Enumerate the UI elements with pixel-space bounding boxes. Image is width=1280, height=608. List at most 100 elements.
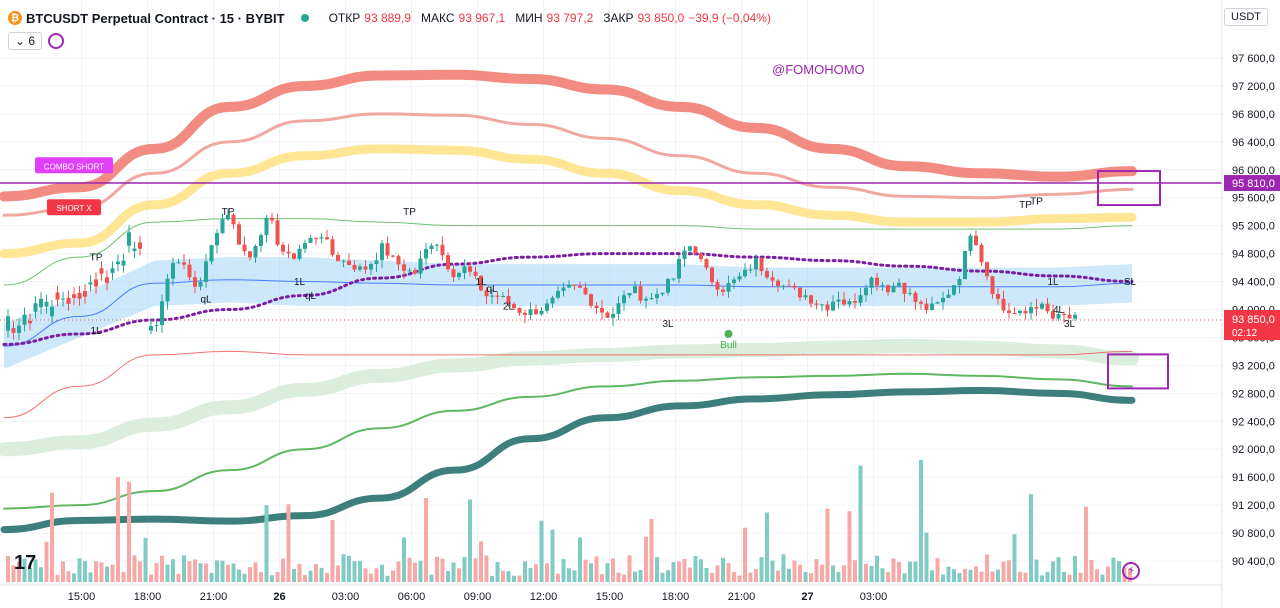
y-tick-label: 93 200,0 bbox=[1232, 360, 1275, 372]
candle-body bbox=[583, 287, 588, 295]
candle-body bbox=[132, 248, 137, 252]
volume-bar bbox=[633, 571, 637, 582]
candle-body bbox=[1001, 298, 1006, 311]
volume-bar bbox=[501, 570, 505, 582]
candle-body bbox=[963, 250, 967, 280]
candle-body bbox=[248, 251, 252, 258]
candle-body bbox=[429, 245, 434, 250]
indicator-toggle[interactable]: ⌄ 6 bbox=[8, 32, 65, 50]
candle-body bbox=[127, 232, 131, 246]
candle-body bbox=[1067, 314, 1072, 319]
candle-body bbox=[160, 301, 164, 326]
candle-body bbox=[121, 260, 126, 266]
volume-bar bbox=[968, 569, 973, 582]
signal-label-10: qL bbox=[305, 291, 317, 302]
volume-bar bbox=[490, 575, 494, 582]
volume-bar bbox=[457, 568, 461, 582]
volume-bar bbox=[869, 565, 874, 582]
price-line-label: 95 810,0 bbox=[1232, 178, 1275, 190]
candle-body bbox=[897, 282, 901, 286]
candle-body bbox=[149, 326, 153, 331]
volume-bar bbox=[825, 508, 830, 582]
volume-bar bbox=[385, 575, 390, 582]
candle-body bbox=[776, 280, 780, 286]
signal-label-6: TP bbox=[1030, 197, 1043, 208]
volume-bar bbox=[264, 505, 269, 582]
candle-body bbox=[94, 279, 98, 287]
volume-bar bbox=[418, 560, 423, 582]
volume-bar bbox=[468, 499, 472, 582]
volume-bar bbox=[682, 558, 687, 582]
volume-bar bbox=[352, 561, 357, 582]
volume-bar bbox=[215, 560, 219, 582]
candle-body bbox=[253, 246, 258, 258]
volume-bar bbox=[792, 560, 797, 582]
volume-bar bbox=[132, 555, 137, 582]
volume-bar bbox=[567, 568, 571, 582]
volume-bar bbox=[831, 565, 835, 582]
signal-label-5: TP bbox=[1019, 200, 1032, 211]
candle-body bbox=[1045, 303, 1050, 312]
sync-icon[interactable] bbox=[48, 33, 65, 49]
volume-bar bbox=[440, 558, 445, 582]
candle-body bbox=[979, 244, 984, 263]
candle-body bbox=[116, 261, 120, 265]
volume-bar bbox=[242, 573, 247, 582]
candle-body bbox=[418, 258, 423, 274]
volume-bar bbox=[556, 573, 560, 582]
volume-bar bbox=[957, 573, 962, 582]
symbol-title[interactable]: BTCUSDT Perpetual Contract · 15 · BYBIT bbox=[26, 10, 285, 26]
volume-bar bbox=[506, 571, 511, 582]
candle-body bbox=[556, 290, 560, 298]
candle-body bbox=[50, 306, 54, 317]
volume-bar bbox=[413, 562, 417, 582]
volume-bar bbox=[858, 465, 863, 582]
lightning-icon[interactable]: ⚡ bbox=[1122, 562, 1140, 580]
signal-label-17: 4L bbox=[1053, 305, 1065, 316]
candle-body bbox=[193, 277, 197, 287]
candle-body bbox=[336, 254, 340, 262]
candle-body bbox=[886, 285, 890, 293]
candle-body bbox=[545, 303, 549, 311]
volume-bar bbox=[765, 512, 769, 582]
volume-bar bbox=[715, 565, 720, 582]
candle-body bbox=[539, 310, 544, 315]
volume-bar bbox=[116, 477, 120, 582]
volume-bar bbox=[248, 567, 252, 582]
price-line-tag bbox=[1224, 175, 1280, 192]
volume-bar bbox=[693, 556, 698, 582]
volume-bar bbox=[6, 555, 10, 582]
candle-body bbox=[792, 285, 797, 288]
candle-body bbox=[484, 290, 489, 297]
volume-bar bbox=[1018, 571, 1022, 582]
candle-body bbox=[55, 292, 60, 300]
bitcoin-icon: ₿ bbox=[8, 11, 22, 25]
candle-body bbox=[638, 286, 643, 301]
volume-bar bbox=[1100, 574, 1105, 582]
candle-body bbox=[187, 264, 192, 278]
candle-body bbox=[512, 304, 516, 308]
currency-selector[interactable]: USDT bbox=[1224, 8, 1268, 26]
indicator-count-button[interactable]: ⌄ 6 bbox=[8, 32, 43, 50]
lower-band-thick bbox=[0, 387, 1136, 534]
open-value: 93 889,9 bbox=[364, 11, 411, 25]
candle-body bbox=[369, 264, 373, 270]
price-axis bbox=[1222, 0, 1280, 608]
volume-bar bbox=[44, 541, 49, 582]
candle-body bbox=[435, 244, 439, 246]
volume-bar bbox=[270, 575, 274, 582]
volume-bar bbox=[1023, 572, 1028, 582]
candle-body bbox=[864, 287, 868, 296]
open-label: ОТКР bbox=[328, 11, 361, 25]
candle-body bbox=[605, 312, 610, 318]
volume-bar bbox=[22, 558, 27, 582]
signal-label-15: Bull bbox=[720, 340, 737, 351]
candle-body bbox=[655, 294, 659, 299]
candle-body bbox=[831, 301, 835, 311]
watermark-text: @FOMOHOMO bbox=[772, 62, 865, 77]
volume-bar bbox=[611, 558, 615, 582]
trend-cloud bbox=[4, 257, 1132, 369]
volume-bar bbox=[187, 561, 192, 582]
candle-body bbox=[693, 246, 698, 254]
